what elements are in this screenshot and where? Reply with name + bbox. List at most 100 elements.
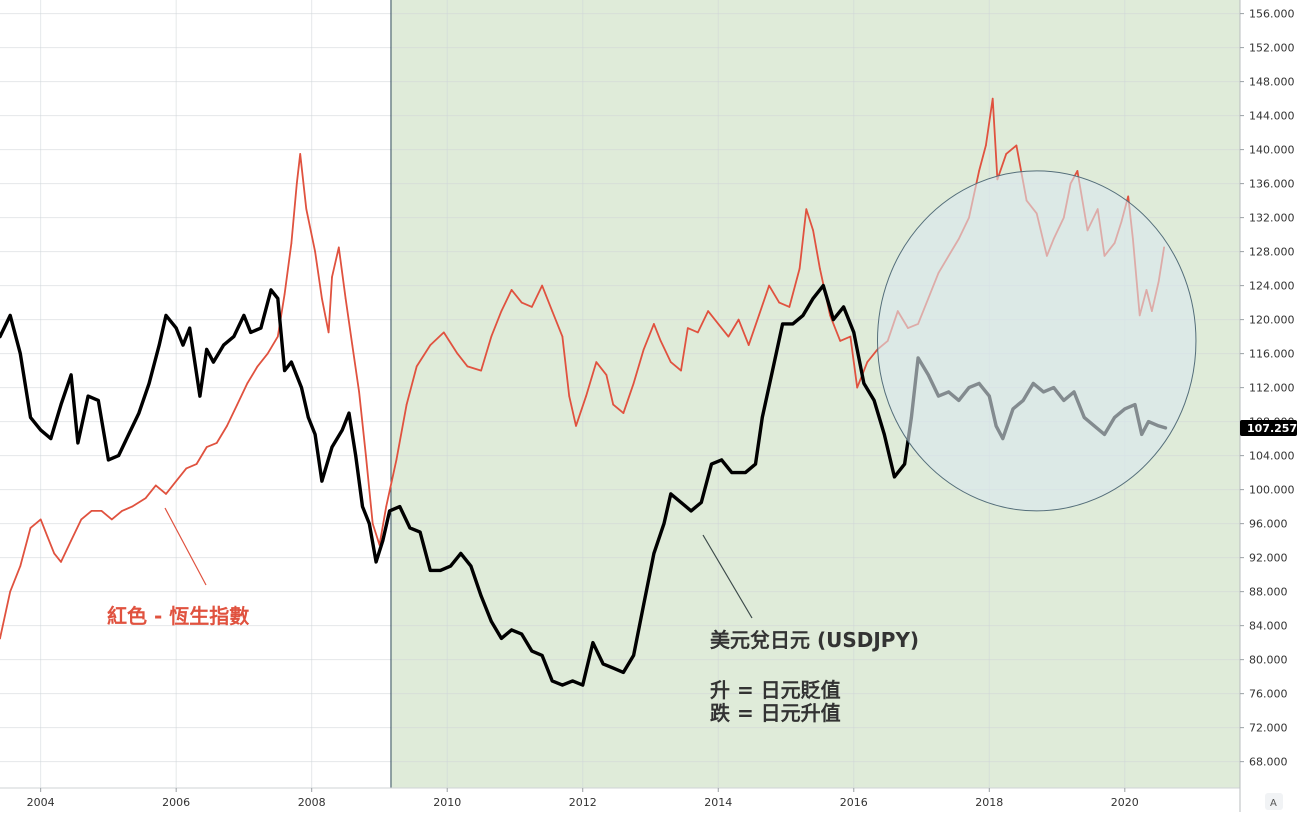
y-tick-label: 132.000 <box>1249 212 1295 225</box>
usdjpy-data-point <box>791 322 795 326</box>
usdjpy-data-point <box>367 522 371 525</box>
hsi-data-point <box>466 365 469 368</box>
hsi-data-point <box>768 284 770 287</box>
usdjpy-data-point <box>59 403 63 406</box>
hsi-data-point <box>642 348 645 351</box>
hsi-data-point <box>371 522 374 525</box>
usdjpy-data-point <box>581 683 585 687</box>
x-tick-label: 2008 <box>298 796 326 809</box>
hsi-data-point <box>185 467 188 470</box>
hsi-data-point <box>327 331 330 334</box>
usdjpy-data-point <box>754 462 757 466</box>
hsi-data-point <box>305 208 308 210</box>
x-tick-label: 2018 <box>975 796 1003 809</box>
usdjpy-data-point <box>340 428 344 432</box>
usdjpy-data-point <box>489 620 493 623</box>
usdjpy-data-point <box>730 471 734 474</box>
hsi-data-point <box>46 535 49 538</box>
usdjpy-data-point <box>354 454 358 457</box>
usdjpy-data-point <box>720 458 723 462</box>
usdjpy-data-point <box>198 394 202 398</box>
hsi-data-point <box>331 276 333 278</box>
hsi-data-point <box>236 403 238 406</box>
current-price-label: 107.257 <box>1240 419 1297 436</box>
x-axis-ticks: 2004 2006 2008 2010 2012 2014 2016 2018 2020 <box>27 788 1139 809</box>
hsi-data-point <box>670 361 672 363</box>
hsi-data-point <box>29 527 32 529</box>
hsi-data-point <box>747 344 750 346</box>
hsi-data-point <box>405 403 408 406</box>
hsi-data-point <box>520 301 523 304</box>
y-tick-label: 144.000 <box>1249 110 1295 123</box>
hsi-series-line <box>0 97 1165 640</box>
usdjpy-data-point <box>205 348 209 351</box>
usdjpy-data-point <box>232 335 236 338</box>
y-tick-label: 112.000 <box>1249 382 1295 395</box>
hsi-data-point <box>456 352 459 355</box>
auto-scale-button[interactable]: A <box>1270 798 1277 809</box>
hsi-data-point <box>321 297 323 300</box>
usdjpy-data-point <box>174 326 178 330</box>
hsi-data-point <box>0 637 1 640</box>
usdjpy-data-point <box>276 297 280 300</box>
hsi-data-point <box>53 552 55 555</box>
usdjpy-data-point <box>249 331 253 334</box>
usdjpy-data-point <box>710 462 713 466</box>
usdjpy-data-point <box>771 369 774 372</box>
usdjpy-data-point <box>872 399 876 402</box>
usdjpy-data-point <box>283 369 286 372</box>
hsi-data-point <box>290 242 293 244</box>
usdjpy-data-point <box>361 505 364 508</box>
usdjpy-data-point <box>862 382 866 385</box>
hsi-data-point <box>385 505 388 508</box>
hsi-data-point <box>717 323 720 325</box>
usdjpy-data-point <box>530 649 534 653</box>
y-tick-label: 80.000 <box>1249 654 1288 667</box>
usdjpy-data-point <box>313 433 317 436</box>
hsi-data-point <box>80 518 83 521</box>
hsi-data-point <box>622 412 625 414</box>
hsi-data-point <box>737 318 740 321</box>
usdjpy-data-point <box>269 288 273 292</box>
hsi-data-point <box>60 561 62 563</box>
usdjpy-data-point <box>561 683 564 687</box>
usdjpy-data-point <box>852 331 856 334</box>
hsi-data-point <box>866 361 869 363</box>
y-axis-ticks: 156.000 152.000 148.000 144.000 140.000 136.0… <box>1240 8 1295 769</box>
y-tick-label: 148.000 <box>1249 76 1295 89</box>
hsi-data-point <box>687 327 689 329</box>
hsi-data-point <box>277 335 279 338</box>
usdjpy-data-point <box>832 318 835 321</box>
hsi-data-point <box>1005 153 1007 155</box>
hsi-data-point <box>849 335 852 338</box>
hsi-data-point <box>978 170 980 172</box>
usdjpy-annotation-arrow <box>702 534 753 619</box>
hsi-data-point <box>839 340 841 342</box>
usdjpy-data-point <box>164 314 168 317</box>
usdjpy-data-point <box>550 679 554 683</box>
usdjpy-data-point <box>662 522 666 525</box>
usdjpy-data-point <box>510 628 513 632</box>
auto-scale-button-bg[interactable] <box>1265 793 1283 810</box>
usdjpy-data-point <box>622 671 625 674</box>
hsi-data-point <box>111 518 113 521</box>
down-annotation-label: 跌 = 日元升值 <box>710 701 841 725</box>
hsi-data-point <box>299 153 302 155</box>
y-tick-label: 92.000 <box>1249 552 1288 565</box>
hsi-data-point <box>778 301 780 304</box>
current-price-label-text: 107.257 <box>1247 422 1297 435</box>
usdjpy-data-point <box>388 509 391 513</box>
hsi-data-point <box>551 310 553 312</box>
hsi-data-point <box>246 382 249 385</box>
usdjpy-data-point <box>652 552 656 555</box>
usdjpy-data-point <box>181 343 185 347</box>
hsi-data-point <box>256 365 259 368</box>
hsi-data-point <box>358 391 360 393</box>
hsi-data-point <box>819 267 821 270</box>
usdjpy-data-point <box>96 399 100 402</box>
usdjpy-data-point <box>500 637 503 640</box>
usdjpy-data-point <box>760 416 764 419</box>
y-axis-panel <box>1240 0 1297 812</box>
